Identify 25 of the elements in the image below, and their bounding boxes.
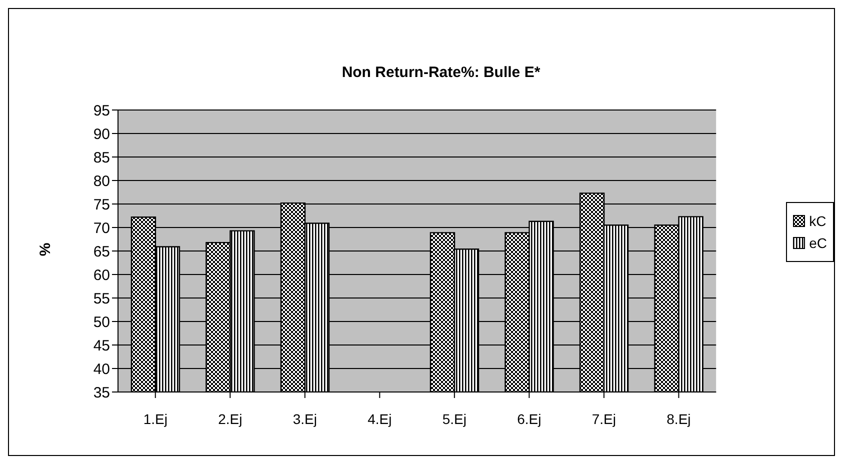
y-tick-label: 70 [93, 220, 110, 237]
x-tick-label: 1.Ej [143, 410, 168, 427]
y-tick-label: 80 [93, 172, 110, 190]
y-tick-label: 60 [93, 266, 110, 284]
x-tick-label: 6.Ej [517, 410, 542, 427]
y-tick-label: 90 [93, 126, 110, 143]
y-axis-title: % [37, 242, 54, 256]
y-tick-label: 85 [93, 149, 110, 166]
y-tick-label: 65 [93, 243, 110, 260]
x-tick-label: 3.Ej [292, 410, 317, 427]
y-tick-label: 95 [93, 102, 110, 120]
legend-label: eC [809, 235, 827, 251]
x-tick-label: 5.Ej [442, 410, 466, 427]
x-tick-label: 7.Ej [592, 410, 616, 427]
y-tick-label: 55 [93, 290, 110, 308]
x-tick-label: 8.Ej [666, 410, 691, 427]
x-tick-label: 4.Ej [368, 410, 392, 427]
legend-label: kC [809, 213, 826, 229]
chart-title: Non Return-Rate%: Bulle E* [340, 64, 542, 81]
y-tick-label: 40 [93, 360, 110, 378]
y-tick-label: 35 [93, 384, 110, 402]
x-tick-label: 2.Ej [218, 410, 242, 427]
y-tick-label: 75 [93, 196, 110, 214]
y-tick-label: 45 [93, 337, 110, 354]
y-tick-label: 50 [93, 314, 110, 331]
